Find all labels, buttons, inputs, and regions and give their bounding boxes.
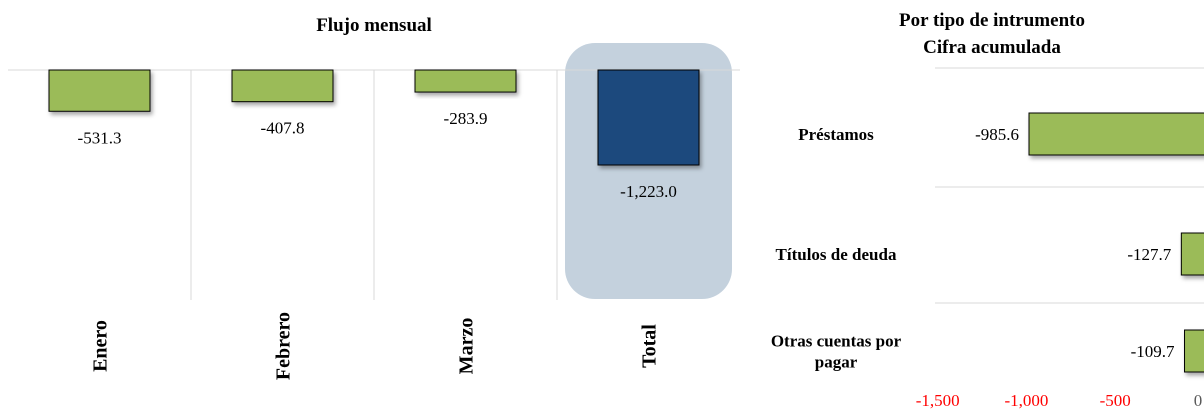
- instrument-type-x-ticks: -1,500 -1,000 -500 0: [916, 391, 1203, 410]
- value-label-febrero: -407.8: [261, 119, 305, 138]
- category-label-total: Total: [639, 324, 661, 368]
- category-label-febrero: Febrero: [273, 312, 295, 380]
- monthly-flow-value-labels: -531.3 -407.8 -283.9 -1,223.0: [78, 109, 677, 201]
- bar-febrero: [231, 69, 334, 103]
- value-label-total: -1,223.0: [620, 182, 677, 201]
- hbar-prestamos: [1028, 112, 1204, 156]
- instrument-type-value-labels: -985.6 -127.7 -109.7: [975, 125, 1175, 361]
- instrument-type-bars: [1028, 112, 1204, 373]
- instrument-type-subtitle: Cifra acumulada: [923, 37, 1061, 58]
- bar-enero: [48, 69, 151, 112]
- x-tick-500: -500: [1100, 391, 1131, 410]
- instrument-type-chart: Por tipo de intrumento Cifra acumulada -…: [771, 10, 1204, 410]
- monthly-flow-chart: Flujo mensual -531.3 -407.8 -283.9 -1,223.0…: [8, 15, 740, 380]
- x-tick-1000: -1,000: [1004, 391, 1048, 410]
- category-label-enero: Enero: [90, 320, 112, 372]
- x-tick-zero: 0: [1194, 391, 1203, 410]
- x-tick-1500: -1,500: [916, 391, 960, 410]
- instrument-type-title: Por tipo de intrumento: [899, 10, 1085, 31]
- monthly-flow-category-labels: Enero Febrero Marzo Total: [90, 312, 661, 380]
- value-label-enero: -531.3: [78, 128, 122, 147]
- hvalue-label-titulos-de-deuda: -127.7: [1127, 245, 1171, 264]
- hvalue-label-otras-cuentas-por-pagar: -109.7: [1131, 342, 1175, 361]
- monthly-flow-bars: [48, 69, 700, 166]
- hbar-titulos-de-deuda: [1180, 232, 1204, 276]
- hvalue-label-prestamos: -985.6: [975, 125, 1019, 144]
- monthly-flow-title: Flujo mensual: [316, 15, 432, 36]
- value-label-marzo: -283.9: [444, 109, 488, 128]
- instrument-type-category-labels: Préstamos Títulos de deuda Otras cuentas p…: [771, 125, 902, 372]
- bar-marzo: [414, 69, 517, 93]
- hcategory-label-otras-cuentas-por-pagar: Otras cuentas por pagar: [771, 332, 902, 372]
- hcategory-label-titulos-de-deuda: Títulos de deuda: [776, 245, 897, 264]
- category-label-marzo: Marzo: [456, 318, 478, 375]
- bar-total: [597, 69, 700, 166]
- hbar-otras-cuentas-por-pagar: [1184, 329, 1204, 373]
- instrument-type-grid: [935, 67, 1204, 304]
- hcategory-label-prestamos: Préstamos: [798, 125, 874, 144]
